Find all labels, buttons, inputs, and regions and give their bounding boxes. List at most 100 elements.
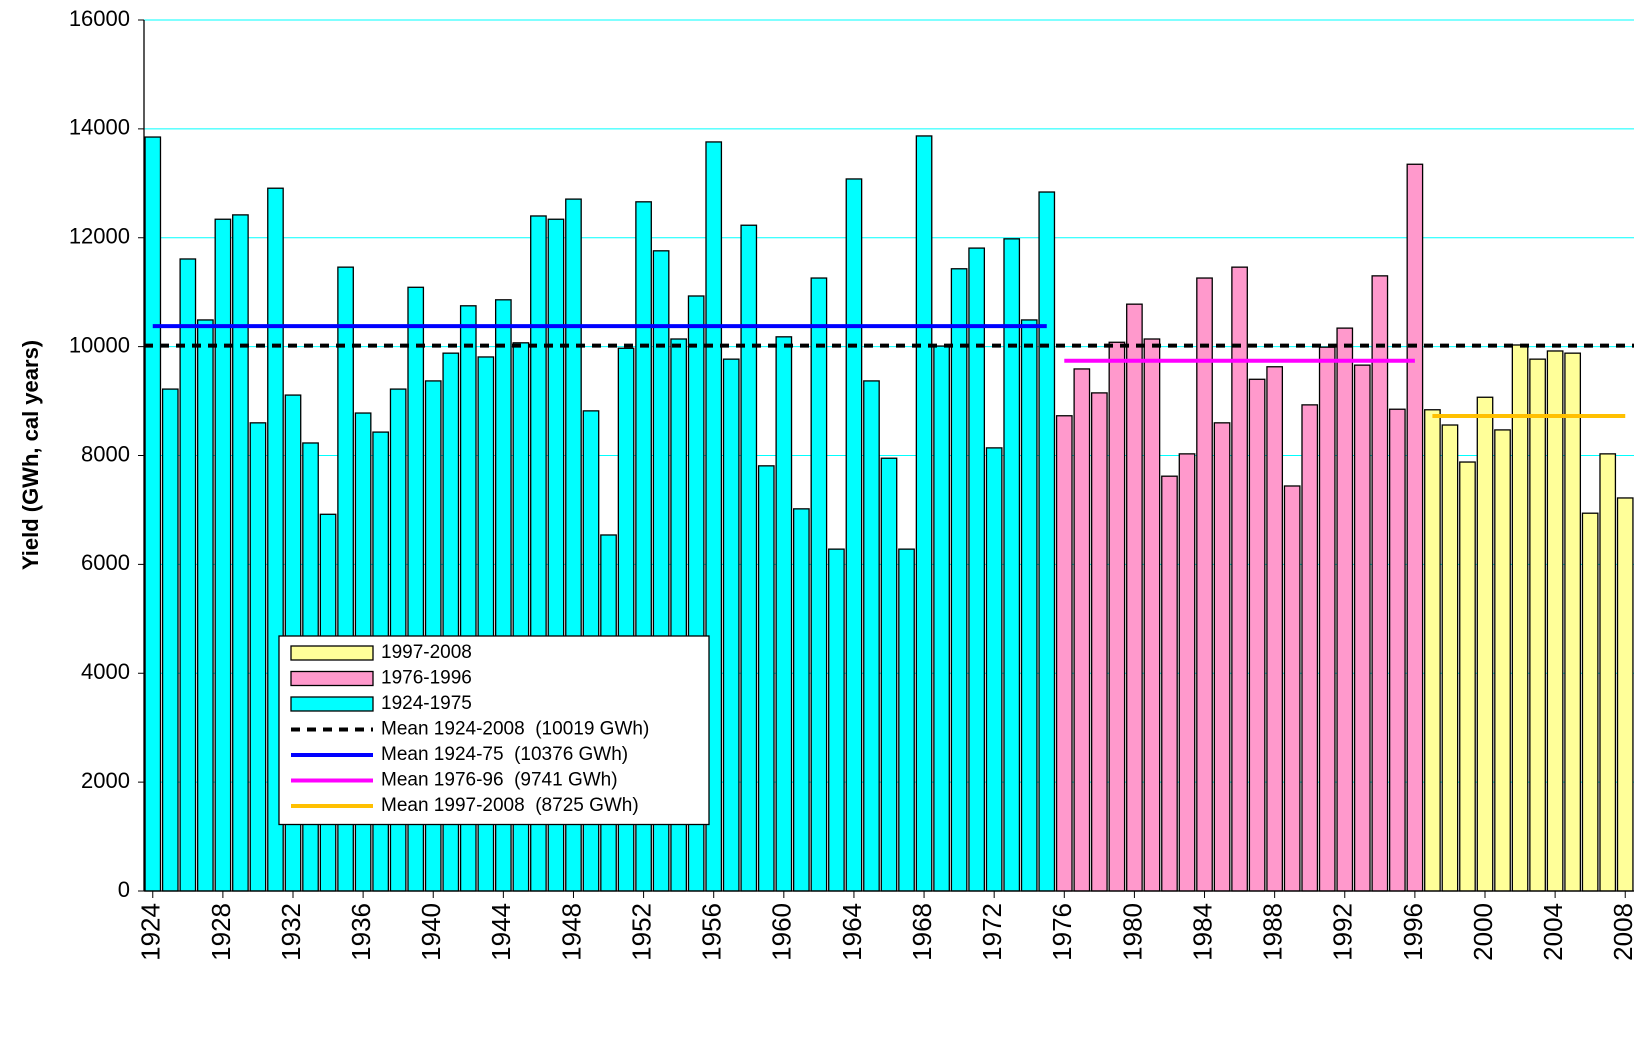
legend-label: Mean 1924-75 (10376 GWh) — [381, 744, 628, 765]
bar — [880, 457, 898, 892]
bar — [161, 388, 179, 892]
bar — [1546, 350, 1564, 892]
x-tick-label: 1932 — [276, 903, 306, 961]
x-tick-label: 1928 — [206, 903, 236, 961]
bar — [1494, 429, 1511, 892]
bar — [249, 422, 267, 892]
bar — [1336, 327, 1354, 892]
bar — [1424, 409, 1441, 892]
x-tick-label: 1936 — [346, 903, 376, 961]
bar — [1511, 344, 1529, 892]
bar — [933, 345, 950, 892]
bar — [1038, 191, 1056, 892]
bar — [214, 218, 232, 892]
bar — [863, 380, 880, 892]
x-tick-label: 1984 — [1187, 903, 1217, 961]
bar — [757, 465, 775, 892]
bar — [1196, 277, 1213, 892]
bar — [915, 135, 933, 892]
bar — [1020, 319, 1038, 892]
bar — [810, 277, 828, 892]
bar — [1459, 461, 1476, 892]
x-tick-label: 2008 — [1608, 903, 1638, 961]
bar — [1003, 238, 1021, 892]
legend-label: 1924-1975 — [381, 693, 472, 714]
bar — [1090, 392, 1108, 892]
bar — [845, 178, 863, 892]
bar — [1266, 366, 1284, 892]
y-tick-label: 8000 — [81, 441, 130, 466]
bar — [196, 319, 214, 892]
bar — [1441, 424, 1459, 892]
bar — [1055, 415, 1073, 892]
bar — [1564, 352, 1582, 892]
bar — [1599, 453, 1617, 892]
bar — [1126, 303, 1143, 892]
x-tick-label: 2004 — [1538, 903, 1568, 961]
y-tick-label: 10000 — [69, 332, 130, 357]
bar — [1161, 475, 1178, 892]
x-tick-label: 1948 — [556, 903, 586, 961]
bar — [1371, 275, 1389, 892]
x-tick-label: 1988 — [1258, 903, 1288, 961]
bar — [144, 136, 162, 892]
y-tick-label: 2000 — [81, 768, 130, 793]
bar — [828, 548, 845, 892]
bar — [898, 548, 915, 892]
legend-swatch — [290, 696, 374, 712]
y-tick-label: 12000 — [69, 224, 130, 249]
y-tick-label: 0 — [118, 877, 130, 902]
x-tick-label: 1940 — [416, 903, 446, 961]
y-tick-label: 16000 — [69, 6, 130, 31]
legend-label: Mean 1997-2008 (8725 GWh) — [381, 795, 639, 816]
x-tick-label: 1924 — [136, 903, 166, 961]
bar — [1353, 364, 1371, 892]
legend-box — [278, 635, 710, 826]
x-tick-label: 1952 — [626, 903, 656, 961]
x-tick-label: 1992 — [1328, 903, 1358, 961]
x-tick-label: 1972 — [977, 903, 1007, 961]
x-tick-label: 1996 — [1398, 903, 1428, 961]
bar — [722, 358, 740, 892]
bar — [1529, 358, 1546, 892]
bar — [950, 268, 968, 892]
x-tick-label: 1960 — [767, 903, 797, 961]
bar — [1073, 368, 1091, 892]
bar — [792, 508, 810, 892]
bar — [1476, 396, 1494, 892]
bar — [985, 447, 1003, 892]
bar — [1301, 404, 1319, 892]
bar — [1248, 378, 1266, 892]
y-tick-label: 6000 — [81, 550, 130, 575]
legend-label: 1976-1996 — [381, 668, 472, 689]
x-tick-label: 1968 — [907, 903, 937, 961]
bar — [1178, 453, 1196, 892]
bar — [1616, 497, 1634, 892]
y-axis-label: Yield (GWh, cal years) — [18, 340, 43, 570]
bar — [775, 336, 793, 892]
bar — [1213, 422, 1231, 892]
x-tick-label: 1976 — [1047, 903, 1077, 961]
y-tick-label: 4000 — [81, 659, 130, 684]
bar — [1318, 346, 1336, 892]
legend-label: 1997-2008 — [381, 642, 472, 663]
legend-label: Mean 1976-96 (9741 GWh) — [381, 770, 618, 791]
bar — [1406, 163, 1424, 892]
x-tick-label: 2000 — [1468, 903, 1498, 961]
bar — [1581, 512, 1599, 892]
legend-label: Mean 1924-2008 (10019 GWh) — [381, 719, 649, 740]
legend-swatch — [290, 645, 374, 661]
bar — [1108, 341, 1126, 892]
bar — [1388, 408, 1406, 892]
bar — [1283, 485, 1301, 892]
bar — [179, 258, 197, 892]
y-tick-label: 14000 — [69, 115, 130, 140]
bar — [232, 214, 249, 892]
x-tick-label: 1956 — [697, 903, 727, 961]
x-tick-label: 1980 — [1117, 903, 1147, 961]
legend-swatch — [290, 670, 374, 687]
x-tick-label: 1944 — [486, 903, 516, 961]
x-tick-label: 1964 — [837, 903, 867, 961]
bar — [1143, 338, 1161, 892]
